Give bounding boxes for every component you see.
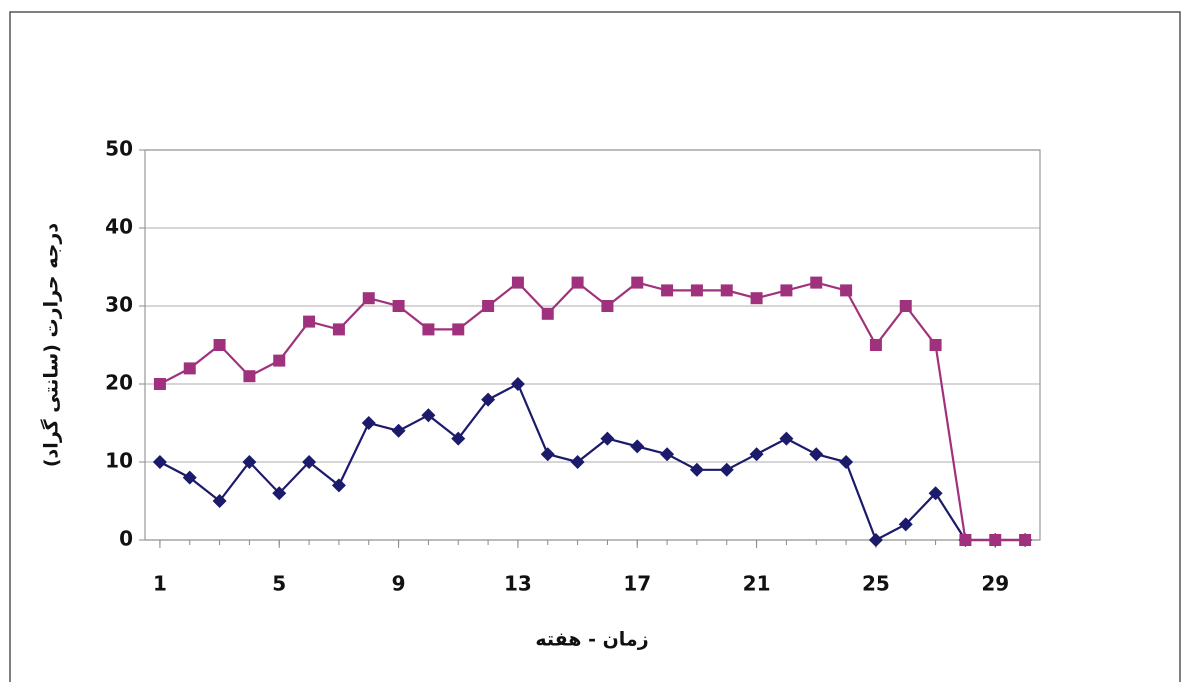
marker xyxy=(660,447,675,462)
marker xyxy=(809,447,824,462)
marker xyxy=(273,354,286,367)
marker xyxy=(1019,534,1032,546)
marker xyxy=(540,447,555,462)
marker xyxy=(182,470,197,485)
marker xyxy=(571,276,584,289)
marker xyxy=(302,455,317,469)
marker xyxy=(511,276,524,289)
marker xyxy=(482,300,495,312)
x-tick-label: 21 xyxy=(743,572,771,596)
marker xyxy=(272,486,287,501)
marker xyxy=(481,392,496,407)
marker xyxy=(989,534,1002,546)
marker xyxy=(631,276,644,289)
marker xyxy=(451,431,466,446)
marker xyxy=(600,431,615,446)
marker xyxy=(510,377,525,391)
marker xyxy=(303,315,316,328)
marker xyxy=(689,462,704,477)
marker xyxy=(779,431,794,446)
marker xyxy=(331,478,346,493)
marker xyxy=(152,455,167,469)
marker xyxy=(452,323,465,336)
y-tick-label: 20 xyxy=(105,371,133,395)
marker xyxy=(869,339,882,351)
x-tick-label: 13 xyxy=(504,572,532,596)
marker xyxy=(422,323,435,336)
marker xyxy=(212,494,227,508)
marker xyxy=(780,284,793,297)
frame xyxy=(9,11,1181,682)
y-tick-label: 40 xyxy=(105,215,133,239)
x-tick-label: 17 xyxy=(623,572,651,596)
marker xyxy=(601,300,614,312)
marker xyxy=(630,439,645,454)
series-line xyxy=(159,281,1026,542)
marker xyxy=(959,534,972,546)
marker xyxy=(362,292,375,305)
x-tick-label: 29 xyxy=(981,572,1009,596)
x-axis-title: زمان - هفته xyxy=(535,629,648,651)
marker xyxy=(749,447,764,462)
marker xyxy=(661,284,674,297)
marker xyxy=(840,284,853,297)
plot-area xyxy=(144,149,1041,541)
marker xyxy=(928,486,943,501)
marker xyxy=(421,408,436,423)
marker xyxy=(839,455,854,469)
y-tick-label: 50 xyxy=(105,137,133,161)
marker xyxy=(243,370,256,383)
marker xyxy=(361,416,376,430)
marker xyxy=(899,300,912,312)
marker xyxy=(868,533,883,547)
marker xyxy=(720,284,733,297)
marker xyxy=(690,284,703,297)
marker xyxy=(392,300,405,312)
y-axis-title: درجه حرارت (سانتی گراد) xyxy=(40,223,63,467)
y-tick-label: 0 xyxy=(119,527,133,551)
x-tick-label: 25 xyxy=(862,572,890,596)
marker xyxy=(719,462,734,477)
y-tick-label: 10 xyxy=(105,449,133,473)
y-tick-label: 30 xyxy=(105,293,133,317)
series-line xyxy=(159,382,1026,542)
marker xyxy=(213,339,226,351)
marker xyxy=(332,323,345,336)
x-tick-label: 9 xyxy=(392,572,406,596)
marker xyxy=(541,307,554,320)
marker xyxy=(183,362,196,375)
marker xyxy=(391,423,406,438)
marker xyxy=(570,455,585,469)
x-tick-label: 5 xyxy=(272,572,286,596)
marker xyxy=(242,455,257,469)
marker xyxy=(929,339,942,351)
marker xyxy=(898,517,913,532)
marker xyxy=(750,292,763,305)
marker xyxy=(810,276,823,289)
x-tick-label: 1 xyxy=(153,572,167,596)
marker xyxy=(153,378,166,390)
